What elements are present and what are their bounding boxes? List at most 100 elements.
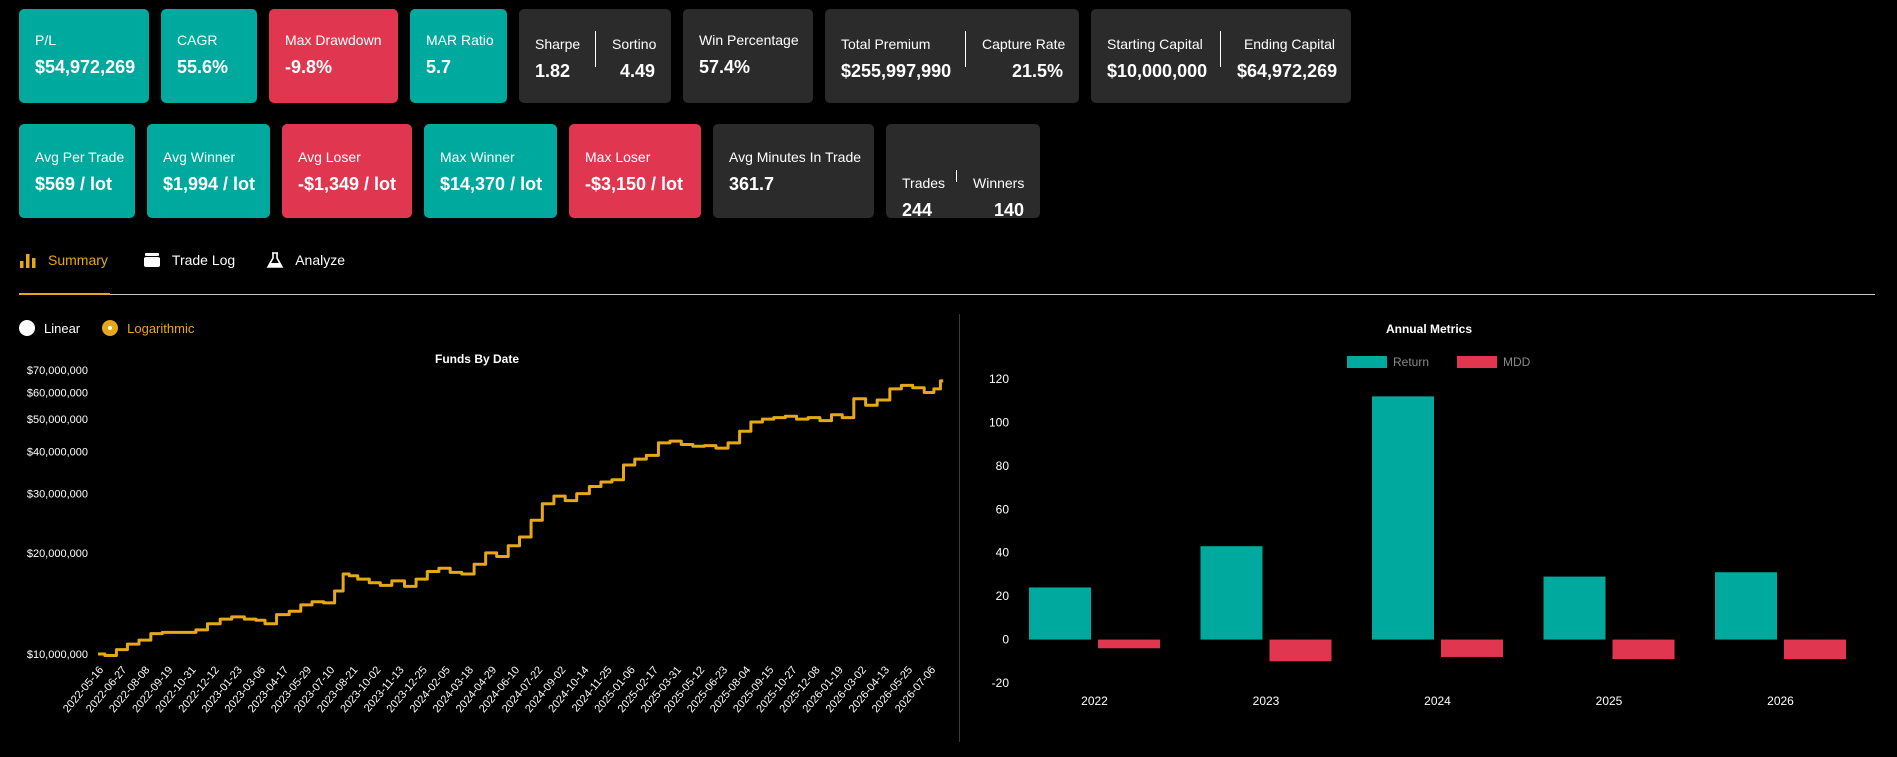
max-drawdown-value: -9.8% — [285, 57, 333, 77]
max-loser-label: Max Loser — [585, 149, 651, 165]
sortino-value: 4.49 — [619, 61, 655, 81]
pl-value: $54,972,269 — [35, 57, 136, 77]
stack-icon — [143, 253, 160, 267]
chart-title: Funds By Date — [435, 352, 519, 366]
win-percentage-label: Win Percentage — [699, 32, 799, 48]
winners-stat: Winners 140 — [957, 148, 1040, 220]
pl-label: P/L — [35, 32, 57, 48]
cagr-label: CAGR — [177, 32, 218, 48]
tab-summary[interactable]: Summary — [19, 252, 108, 268]
radio-selected-icon — [102, 320, 119, 336]
avg-winner-label: Avg Winner — [163, 149, 236, 165]
y-tick-label: 20 — [996, 589, 1010, 603]
avg-per-trade-value: $569 / lot — [35, 174, 113, 194]
tab-trade-log[interactable]: Trade Log — [143, 252, 235, 268]
y-tick-label: 80 — [996, 459, 1010, 473]
y-tick-label: 100 — [989, 415, 1009, 429]
tab-analyze-label: Analyze — [295, 252, 346, 268]
capture-rate-label: Capture Rate — [982, 36, 1066, 52]
sharpe-value: 1.82 — [535, 61, 571, 81]
annual-metrics-chart: Annual Metrics Return MDD -20 0 20 40 60 80 100… — [989, 322, 1846, 708]
x-tick-label: 2022 — [1081, 694, 1108, 708]
linear-label: Linear — [44, 320, 81, 336]
avg-per-trade-card: Avg Per Trade $569 / lot — [19, 124, 135, 218]
divider — [965, 31, 966, 67]
divider — [595, 31, 596, 67]
active-tab-indicator — [19, 293, 110, 295]
capital-card: Starting Capital $10,000,000 Ending Capi… — [1091, 9, 1351, 103]
avg-loser-label: Avg Loser — [298, 149, 361, 165]
bar-return-2025 — [1543, 576, 1606, 640]
starting-capital-stat: Starting Capital $10,000,000 — [1091, 9, 1220, 103]
x-tick-label: 2023 — [1253, 694, 1280, 708]
legend-swatch — [1347, 356, 1387, 368]
win-percentage-value: 57.4% — [699, 57, 751, 77]
stats-row-2: Avg Per Trade $569 / lot Avg Winner $1,9… — [19, 124, 1040, 220]
bar-chart-icon — [20, 254, 36, 268]
y-tick-label: -20 — [992, 676, 1010, 690]
ending-capital-label: Ending Capital — [1243, 36, 1335, 52]
y-tick-label: $10,000,000 — [27, 649, 88, 661]
trades-label: Trades — [902, 175, 946, 191]
divider — [1220, 31, 1221, 67]
premium-capture-card: Total Premium $255,997,990 Capture Rate … — [825, 9, 1079, 103]
logarithmic-radio[interactable]: Logarithmic — [102, 320, 194, 336]
max-winner-label: Max Winner — [440, 149, 515, 165]
avg-minutes-card: Avg Minutes In Trade 361.7 — [713, 124, 874, 218]
bar-mdd-2023 — [1269, 639, 1332, 662]
total-premium-value: $255,997,990 — [841, 61, 952, 81]
pl-card: P/L $54,972,269 — [19, 9, 149, 103]
bar-return-2024 — [1372, 396, 1434, 640]
bar-return-2022 — [1029, 587, 1091, 640]
tab-bar: Summary Trade Log Analyze — [19, 252, 376, 268]
max-loser-card: Max Loser -$3,150 / lot — [569, 124, 701, 218]
x-tick-label: 2024 — [1424, 694, 1451, 708]
bar-mdd-2024 — [1441, 639, 1503, 657]
max-drawdown-card: Max Drawdown -9.8% — [269, 9, 398, 103]
ending-capital-stat: Ending Capital $64,972,269 — [1221, 9, 1351, 103]
x-tick-label: 2026 — [1767, 694, 1794, 708]
sortino-label: Sortino — [612, 36, 657, 52]
y-tick-label: $70,000,000 — [27, 365, 88, 377]
starting-capital-value: $10,000,000 — [1107, 61, 1208, 81]
chart-title: Annual Metrics — [1386, 322, 1472, 336]
sortino-stat: Sortino 4.49 — [596, 9, 671, 103]
sharpe-sortino-card: Sharpe 1.82 Sortino 4.49 — [519, 9, 671, 103]
divider — [956, 170, 957, 182]
starting-capital-label: Starting Capital — [1107, 36, 1203, 52]
y-tick-label: 40 — [996, 546, 1010, 560]
bar-mdd-2022 — [1098, 639, 1160, 649]
y-tick-label: $30,000,000 — [27, 489, 88, 501]
max-drawdown-label: Max Drawdown — [285, 32, 382, 48]
avg-winner-value: $1,994 / lot — [163, 174, 256, 194]
total-premium-stat: Total Premium $255,997,990 — [825, 9, 965, 103]
mar-ratio-card: MAR Ratio 5.7 — [410, 9, 507, 103]
linear-radio[interactable]: Linear — [19, 320, 80, 336]
capture-rate-value: 21.5% — [1011, 61, 1063, 81]
scale-toggle: Linear Logarithmic — [19, 320, 216, 336]
winners-label: Winners — [973, 175, 1025, 191]
avg-per-trade-label: Avg Per Trade — [35, 149, 125, 165]
bar-mdd-2025 — [1612, 639, 1675, 660]
radio-circle-icon — [19, 320, 35, 336]
flask-icon — [266, 252, 284, 268]
logarithmic-label: Logarithmic — [127, 320, 195, 336]
ending-capital-value: $64,972,269 — [1237, 61, 1338, 81]
max-winner-card: Max Winner $14,370 / lot — [424, 124, 557, 218]
x-tick-label: 2025 — [1596, 694, 1623, 708]
y-tick-label: 0 — [1002, 633, 1009, 647]
trades-stat: Trades 244 — [886, 148, 956, 220]
tab-underline — [19, 294, 1875, 295]
bar-return-2023 — [1200, 546, 1263, 640]
tab-analyze[interactable]: Analyze — [266, 252, 345, 268]
funds-by-date-chart: Funds By Date $10,000,000 $20,000,000 $30,… — [27, 352, 944, 715]
legend-swatch — [1457, 356, 1497, 368]
avg-winner-card: Avg Winner $1,994 / lot — [147, 124, 270, 218]
cagr-card: CAGR 55.6% — [161, 9, 257, 103]
bar-mdd-2026 — [1784, 639, 1846, 660]
mar-ratio-label: MAR Ratio — [426, 32, 494, 48]
y-tick-label: 120 — [989, 372, 1009, 386]
y-tick-label: $60,000,000 — [27, 387, 88, 399]
avg-minutes-label: Avg Minutes In Trade — [729, 149, 862, 165]
funds-series-line — [98, 379, 944, 657]
